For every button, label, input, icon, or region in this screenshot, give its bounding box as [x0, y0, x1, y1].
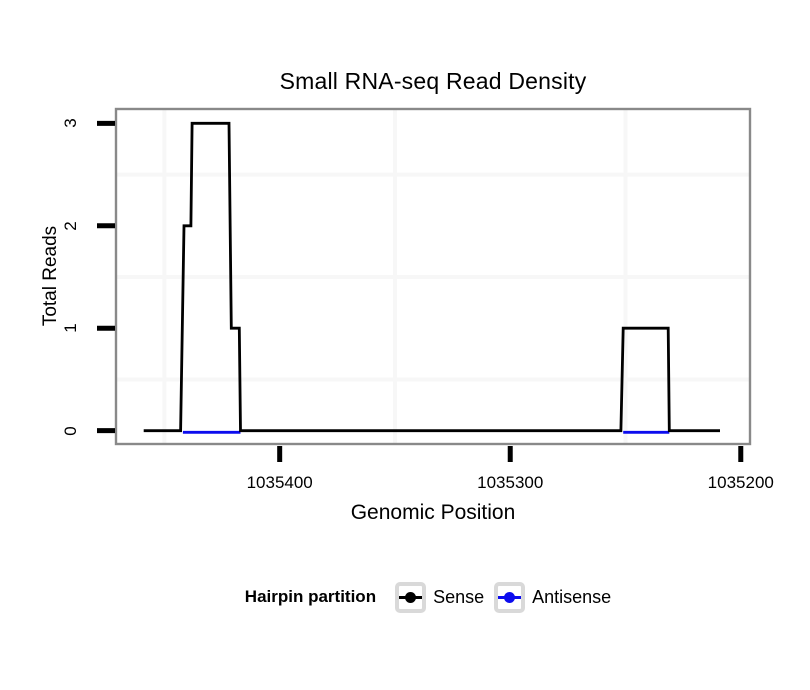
y-tick-label: 3: [61, 118, 80, 129]
y-axis-label: Total Reads: [40, 225, 61, 327]
series-line-sense: [143, 121, 720, 433]
x-tick-label: 1035200: [707, 473, 774, 492]
legend-key-sense-icon: [395, 581, 427, 613]
y-tick-label: 0: [61, 425, 80, 436]
legend: Hairpin partition Sense Antisense: [116, 579, 750, 615]
legend-label-sense: Sense: [433, 586, 485, 607]
panel-border: [114, 107, 752, 446]
legend-items: Sense Antisense: [395, 581, 621, 613]
legend-item-sense: Sense: [395, 581, 485, 613]
x-axis-label: Genomic Position: [350, 501, 516, 524]
x-tick-label: 1035300: [477, 473, 544, 492]
legend-key-dot: [405, 591, 417, 603]
legend-item-antisense: Antisense: [494, 581, 612, 613]
x-tick-label: 1035400: [246, 473, 313, 492]
legend-label-antisense: Antisense: [532, 586, 612, 607]
chart-title: Small RNA-seq Read Density: [279, 68, 587, 94]
legend-key-antisense-icon: [494, 581, 526, 613]
legend-title: Hairpin partition: [244, 587, 377, 606]
legend-key-dot: [504, 591, 516, 603]
y-tick-label: 2: [61, 221, 80, 231]
y-tick-label: 1: [61, 323, 80, 333]
